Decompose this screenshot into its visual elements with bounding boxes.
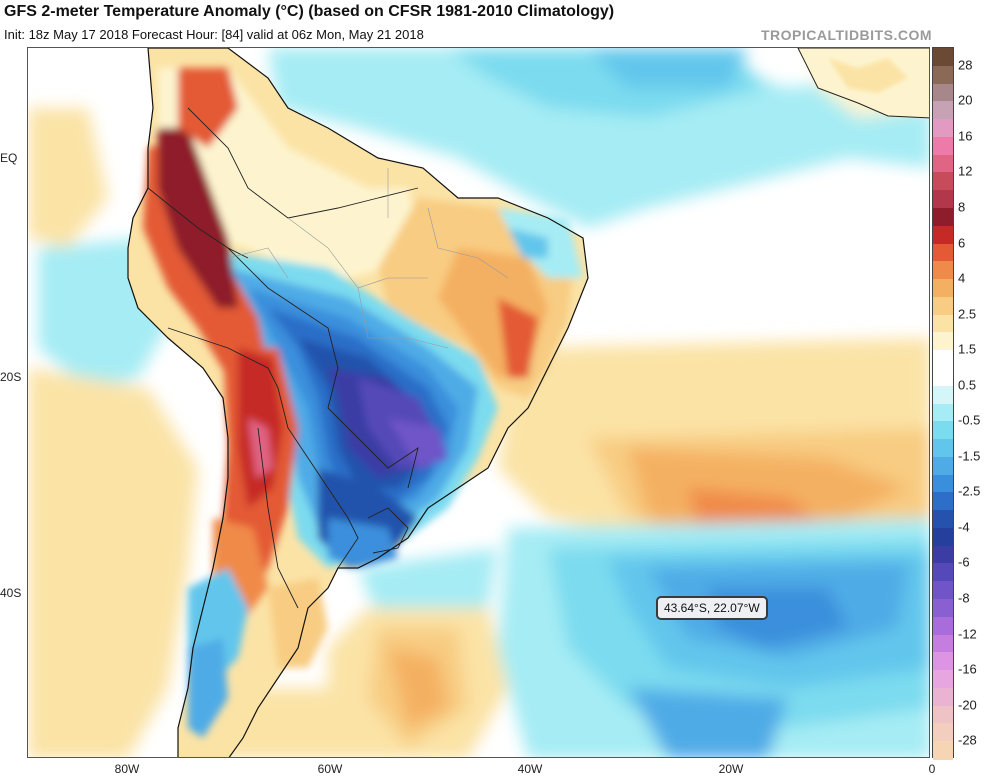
colorbar-swatch bbox=[933, 119, 953, 138]
colorbar-swatch bbox=[933, 314, 953, 333]
colorbar-swatch bbox=[933, 225, 953, 245]
colorbar-swatch bbox=[933, 492, 953, 511]
colorbar-label: -28 bbox=[958, 732, 977, 748]
colorbar-swatch bbox=[933, 421, 953, 440]
colorbar-swatch bbox=[933, 581, 953, 600]
colorbar-swatch bbox=[933, 456, 953, 476]
colorbar-swatch bbox=[933, 652, 953, 671]
map-canvas bbox=[28, 48, 929, 757]
colorbar-swatch bbox=[933, 474, 953, 493]
colorbar-label: -20 bbox=[958, 697, 977, 713]
colorbar-swatch bbox=[933, 136, 953, 156]
forecast-info: Init: 18z May 17 2018 Forecast Hour: [84… bbox=[4, 27, 424, 42]
colorbar-label: -6 bbox=[958, 554, 970, 570]
colorbar-label: 6 bbox=[958, 235, 966, 251]
colorbar-swatch bbox=[933, 599, 953, 618]
colorbar-label: 16 bbox=[958, 128, 973, 144]
colorbar-swatch bbox=[933, 101, 953, 120]
colorbar-swatch bbox=[933, 261, 953, 280]
colorbar-label: -0.5 bbox=[958, 412, 981, 428]
lon-label-80w: 80W bbox=[114, 762, 140, 776]
lat-label-20s: 20S bbox=[0, 370, 22, 384]
africa-anomaly bbox=[828, 58, 908, 93]
colorbar-swatch bbox=[933, 510, 953, 529]
colorbar-swatch bbox=[933, 154, 953, 174]
colorbar-swatch bbox=[933, 563, 953, 582]
colorbar-swatch bbox=[933, 83, 953, 102]
state-borders bbox=[227, 168, 509, 349]
colorbar-swatch bbox=[933, 670, 953, 689]
colorbar-label: 28 bbox=[958, 57, 973, 73]
colorbar-label: -16 bbox=[958, 661, 977, 677]
colorbar-swatch bbox=[933, 705, 953, 725]
colorbar-swatch bbox=[933, 367, 953, 387]
ocean-anomaly-field bbox=[28, 48, 929, 757]
lon-label-20w: 20W bbox=[718, 762, 744, 776]
colorbar-label: 8 bbox=[958, 199, 966, 215]
colorbar-swatch bbox=[933, 385, 953, 405]
colorbar-swatch bbox=[933, 279, 953, 298]
colorbar-label: 4 bbox=[958, 270, 966, 286]
land-anomaly-field bbox=[143, 68, 583, 738]
colorbar-swatch bbox=[933, 403, 953, 422]
colorbar-swatch bbox=[933, 616, 953, 636]
lon-label-0: 0 bbox=[928, 762, 936, 776]
coastline bbox=[127, 48, 589, 757]
colorbar-label: 12 bbox=[958, 163, 973, 179]
colorbar-swatch bbox=[933, 190, 953, 209]
colorbar-label: -1.5 bbox=[958, 448, 981, 464]
coordinate-tooltip: 43.64°S, 22.07°W bbox=[656, 596, 768, 620]
map-title: GFS 2-meter Temperature Anomaly (°C) (ba… bbox=[4, 3, 615, 20]
colorbar-swatch bbox=[933, 687, 953, 707]
lon-label-40w: 40W bbox=[517, 762, 543, 776]
colorbar-swatch bbox=[933, 723, 953, 742]
lat-label-40s: 40S bbox=[0, 586, 22, 600]
colorbar-swatch bbox=[933, 296, 953, 316]
colorbar-label: -8 bbox=[958, 590, 970, 606]
colorbar-label: -4 bbox=[958, 519, 970, 535]
colorbar-swatch bbox=[933, 350, 953, 369]
colorbar-swatch bbox=[933, 439, 953, 458]
lon-label-60w: 60W bbox=[317, 762, 343, 776]
colorbar-swatch bbox=[933, 243, 953, 262]
colorbar-label: 1.5 bbox=[958, 341, 977, 357]
colorbar-swatch bbox=[933, 634, 953, 653]
colorbar-label: -2.5 bbox=[958, 483, 981, 499]
colorbar-label: -12 bbox=[958, 626, 977, 642]
colorbar-swatch bbox=[933, 172, 953, 191]
brand-watermark: TROPICALTIDBITS.COM bbox=[760, 27, 932, 43]
colorbar-swatch bbox=[933, 741, 953, 760]
colorbar-swatch bbox=[933, 545, 953, 565]
colorbar-label: 0.5 bbox=[958, 377, 977, 393]
colorbar-swatch bbox=[933, 65, 953, 85]
colorbar-swatch bbox=[933, 527, 953, 547]
colorbar bbox=[932, 47, 954, 760]
colorbar-swatch bbox=[933, 48, 953, 67]
colorbar-label: 2.5 bbox=[958, 306, 977, 322]
anomaly-map[interactable] bbox=[27, 47, 930, 758]
colorbar-swatch bbox=[933, 332, 953, 351]
colorbar-label: 20 bbox=[958, 92, 973, 108]
colorbar-swatch bbox=[933, 207, 953, 227]
lat-label-eq: EQ bbox=[0, 151, 18, 165]
